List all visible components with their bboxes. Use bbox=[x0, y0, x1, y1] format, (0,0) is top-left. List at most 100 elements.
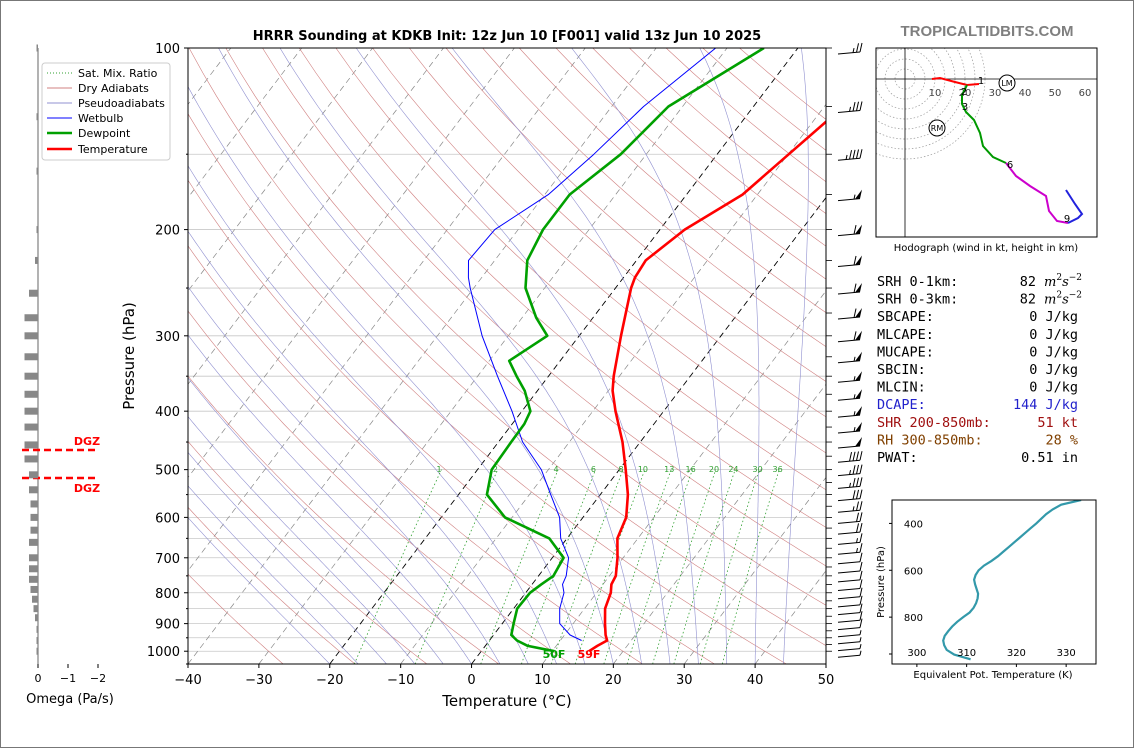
barb-staff bbox=[837, 233, 861, 237]
hodograph-ring-label: 10 bbox=[929, 88, 942, 99]
wind-barb bbox=[826, 371, 862, 383]
theta-e-trace bbox=[942, 500, 1082, 661]
barb-flag bbox=[855, 224, 862, 235]
theta-e-profile bbox=[942, 500, 1082, 661]
wind-barb bbox=[826, 587, 863, 600]
mixing-ratio-label: 6 bbox=[591, 465, 596, 474]
index-label: SRH 0-1km: bbox=[877, 274, 958, 290]
omega-bar bbox=[29, 471, 38, 479]
barb-full bbox=[856, 501, 860, 511]
dewpoint-profile bbox=[485, 48, 765, 653]
dry-adiabat bbox=[372, 48, 826, 454]
y-tick-label: 600 bbox=[155, 511, 180, 526]
barb-flag bbox=[855, 389, 862, 399]
omega-bar bbox=[30, 500, 38, 508]
wind-barb bbox=[826, 543, 863, 555]
barb-full bbox=[853, 255, 857, 266]
wind-barb bbox=[826, 533, 863, 545]
wind-barb bbox=[826, 406, 862, 418]
x-tick-label: 10 bbox=[534, 673, 551, 688]
dry-adiabat bbox=[188, 179, 715, 664]
srh-unit-base: m bbox=[1044, 275, 1056, 290]
index-label: MUCAPE: bbox=[877, 344, 934, 360]
mixing-ratio-line bbox=[603, 469, 672, 664]
wind-barb bbox=[826, 489, 863, 502]
wind-barb bbox=[826, 611, 863, 623]
dry-adiabat bbox=[188, 245, 643, 664]
barb-half bbox=[845, 154, 848, 160]
barb-staff bbox=[837, 634, 861, 638]
barb-flag bbox=[855, 406, 862, 416]
hodograph-segment bbox=[931, 76, 980, 87]
omega-bar bbox=[29, 575, 38, 583]
barb-flag bbox=[855, 351, 862, 362]
wind-barb bbox=[826, 637, 862, 645]
y-axis-label: Pressure (hPa) bbox=[120, 302, 138, 410]
theta-y-tick-label: 800 bbox=[904, 613, 923, 624]
wind-barb bbox=[826, 643, 862, 652]
dry-adiabat bbox=[298, 48, 826, 528]
srh-unit-sup: 2 bbox=[1056, 291, 1062, 301]
barb-flag bbox=[855, 371, 862, 381]
omega-bar bbox=[29, 565, 38, 573]
theta-x-tick-label: 330 bbox=[1057, 648, 1076, 659]
barb-staff bbox=[837, 316, 861, 320]
dry-adiabat bbox=[519, 48, 826, 313]
barb-half bbox=[849, 469, 852, 475]
wind-barb bbox=[826, 451, 863, 463]
wind-barb bbox=[826, 101, 863, 113]
omega-bar bbox=[24, 441, 38, 449]
barb-full bbox=[859, 611, 863, 621]
isotherm-line bbox=[613, 383, 826, 664]
barb-staff bbox=[837, 648, 861, 652]
moist-adiabat bbox=[188, 485, 359, 664]
barb-flag bbox=[855, 330, 862, 341]
index-value: 0 J/kg bbox=[1029, 327, 1078, 343]
barb-full bbox=[849, 150, 853, 160]
srh-unit-base: m bbox=[1044, 293, 1056, 308]
barb-full bbox=[856, 43, 860, 53]
mixing-ratio-line bbox=[626, 469, 693, 664]
barb-flag bbox=[855, 283, 862, 293]
hodograph-height-marker: 1 bbox=[978, 76, 984, 87]
omega-tick-label: −2 bbox=[90, 672, 106, 685]
barb-full bbox=[856, 464, 860, 475]
barb-staff bbox=[837, 604, 861, 608]
barb-half bbox=[849, 482, 852, 488]
index-value: 144 J/kg bbox=[1013, 397, 1078, 413]
omega-bar bbox=[36, 637, 38, 645]
mixing-ratio-label: 8 bbox=[618, 465, 623, 474]
omega-bar bbox=[24, 423, 38, 431]
theta-y-tick-label: 600 bbox=[904, 566, 923, 577]
mixing-ratio-line bbox=[721, 469, 780, 664]
theta-x-tick-label: 300 bbox=[907, 648, 926, 659]
moist-adiabat bbox=[188, 416, 416, 664]
omega-bar bbox=[24, 332, 38, 340]
srh-unit-sup: −2 bbox=[1069, 273, 1082, 283]
omega-bar bbox=[36, 226, 38, 234]
moist-adiabat bbox=[188, 85, 586, 664]
wind-barb bbox=[826, 189, 862, 202]
barb-staff bbox=[837, 445, 861, 449]
theta-x-tick-label: 310 bbox=[957, 648, 976, 659]
barb-full bbox=[856, 101, 860, 111]
index-value: 0 J/kg bbox=[1029, 309, 1078, 325]
barb-staff bbox=[837, 509, 861, 513]
hodograph-segment bbox=[1065, 189, 1084, 224]
moist-adiabat bbox=[783, 48, 809, 664]
barb-half bbox=[852, 506, 855, 511]
hodograph-ring-label: 30 bbox=[989, 88, 1002, 99]
theta-x-tick-label: 320 bbox=[1007, 648, 1026, 659]
omega-bar bbox=[24, 407, 38, 415]
index-value: 28 % bbox=[1045, 432, 1078, 448]
index-value: 0 J/kg bbox=[1029, 344, 1078, 360]
barb-staff bbox=[837, 627, 861, 631]
storm-motion-label: LM bbox=[1001, 79, 1012, 88]
y-tick-label: 400 bbox=[155, 405, 180, 420]
mixing-ratio-line bbox=[550, 469, 624, 664]
isotherm-line bbox=[188, 48, 657, 664]
isotherm-line bbox=[188, 48, 586, 572]
omega-bar bbox=[36, 625, 38, 633]
barb-full bbox=[849, 452, 853, 462]
dry-adiabat bbox=[188, 506, 356, 664]
